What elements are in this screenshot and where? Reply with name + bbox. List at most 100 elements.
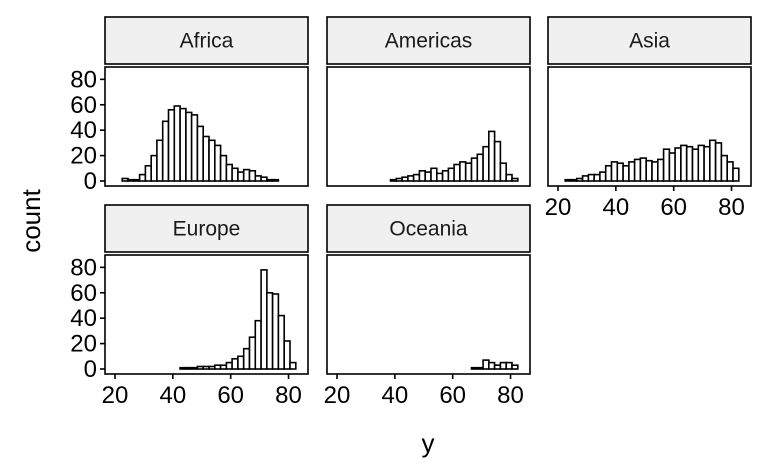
histogram-bar — [511, 177, 519, 182]
histogram-bar — [639, 157, 648, 182]
histogram-bar — [412, 173, 421, 182]
histogram-bar — [389, 178, 398, 182]
y-tick-label: 20 — [70, 143, 97, 170]
histogram-bar — [564, 178, 572, 182]
histogram-bar — [430, 167, 438, 182]
facet-panel-americas: Americas — [326, 16, 531, 187]
histogram-bar — [493, 140, 502, 182]
histogram-bar — [289, 361, 297, 370]
x-tick-label: 40 — [381, 382, 408, 409]
histogram-bar — [121, 177, 129, 182]
histogram-bar — [242, 347, 251, 370]
histogram-bar — [633, 158, 642, 182]
histogram-bar — [196, 125, 204, 182]
histogram-bar — [248, 170, 257, 182]
histogram-bar — [487, 361, 496, 370]
histogram-bar — [418, 170, 426, 182]
histogram-bar — [265, 178, 274, 182]
x-tick-label: 60 — [660, 194, 687, 221]
x-tick-label: 40 — [159, 382, 186, 409]
histogram-bar — [587, 173, 596, 182]
histogram-bar — [254, 319, 262, 370]
histogram-bar — [505, 173, 513, 182]
histogram-bar — [133, 178, 141, 182]
y-tick-label: 80 — [70, 254, 97, 281]
histogram-bar — [173, 105, 181, 182]
histogram-bar — [645, 159, 653, 182]
histogram-bar — [459, 161, 467, 182]
y-axis-title: count — [16, 188, 46, 252]
x-tick-label: 80 — [718, 194, 745, 221]
histogram-bar — [487, 130, 496, 182]
histogram-bar — [656, 158, 665, 182]
histogram-bar — [570, 178, 578, 182]
histogram-bar — [214, 364, 222, 370]
x-tick-label: 80 — [497, 382, 524, 409]
histogram-bar — [254, 175, 262, 182]
histogram-bar — [493, 364, 502, 370]
y-tick-label: 0 — [84, 356, 97, 383]
y-tick-label: 20 — [70, 331, 97, 358]
histogram-bar — [726, 161, 734, 182]
histogram-bar — [231, 167, 239, 182]
histogram-bar — [190, 114, 199, 182]
histogram-bar — [127, 178, 135, 182]
facet-strip-label: Africa — [180, 30, 234, 53]
histogram-bar — [575, 177, 584, 182]
histogram-bar — [395, 177, 403, 182]
histogram-bar — [219, 364, 228, 370]
x-axis-title: y — [422, 428, 435, 458]
x-tick-label: 20 — [102, 382, 129, 409]
histogram-bar — [237, 171, 245, 182]
histogram-bar — [196, 365, 204, 370]
histogram-bar — [208, 365, 216, 370]
histogram-bar — [265, 291, 274, 370]
y-tick-label: 40 — [70, 305, 97, 332]
histogram-bar — [732, 167, 740, 182]
facet-plot-area — [326, 254, 531, 375]
histogram-bar — [604, 165, 613, 182]
histogram-bar — [401, 176, 409, 182]
histogram-bar — [464, 162, 473, 182]
histogram-bar — [248, 336, 257, 370]
histogram-bar — [167, 109, 176, 182]
histogram-bar — [581, 175, 590, 182]
x-tick-label: 80 — [275, 382, 302, 409]
facet-strip — [547, 16, 752, 65]
histogram-bar — [144, 165, 152, 182]
histogram-bar — [441, 170, 450, 182]
y-tick-label: 80 — [70, 66, 97, 93]
histogram-bar — [720, 154, 729, 182]
histogram-bar — [476, 153, 484, 182]
histogram-bar — [271, 293, 280, 370]
histogram-bar — [277, 314, 285, 370]
histogram-bar — [202, 135, 210, 182]
x-tick-label: 40 — [602, 194, 629, 221]
histogram-bar — [662, 148, 671, 182]
histogram-bar — [231, 357, 239, 370]
histogram-bar — [691, 148, 700, 182]
x-tick-label: 20 — [545, 194, 572, 221]
histogram-bar — [190, 366, 199, 370]
histogram-bar — [470, 366, 479, 370]
facet-strip-label: Americas — [385, 30, 473, 53]
histogram-bar — [138, 173, 147, 182]
x-tick-label: 20 — [324, 382, 351, 409]
histogram-bar — [680, 144, 688, 182]
facet-strip-label: Europe — [173, 218, 241, 241]
histogram-bar — [470, 157, 479, 182]
facet-strip — [104, 204, 309, 253]
histogram-bar — [219, 154, 228, 182]
y-tick-label: 0 — [84, 168, 97, 195]
histogram-bar — [714, 142, 723, 182]
histogram-bar — [616, 162, 624, 182]
facet-strip-label: Oceania — [389, 218, 468, 241]
histogram-bar — [271, 178, 280, 182]
histogram-bar — [622, 165, 630, 182]
histogram-bar — [202, 365, 210, 370]
histogram-bar — [161, 120, 170, 182]
facet-panel-asia: Asia 20 40 60 80 — [545, 16, 752, 221]
facet-panel-oceania: Oceania 20 40 60 80 — [324, 204, 531, 409]
histogram-bar — [237, 355, 245, 370]
